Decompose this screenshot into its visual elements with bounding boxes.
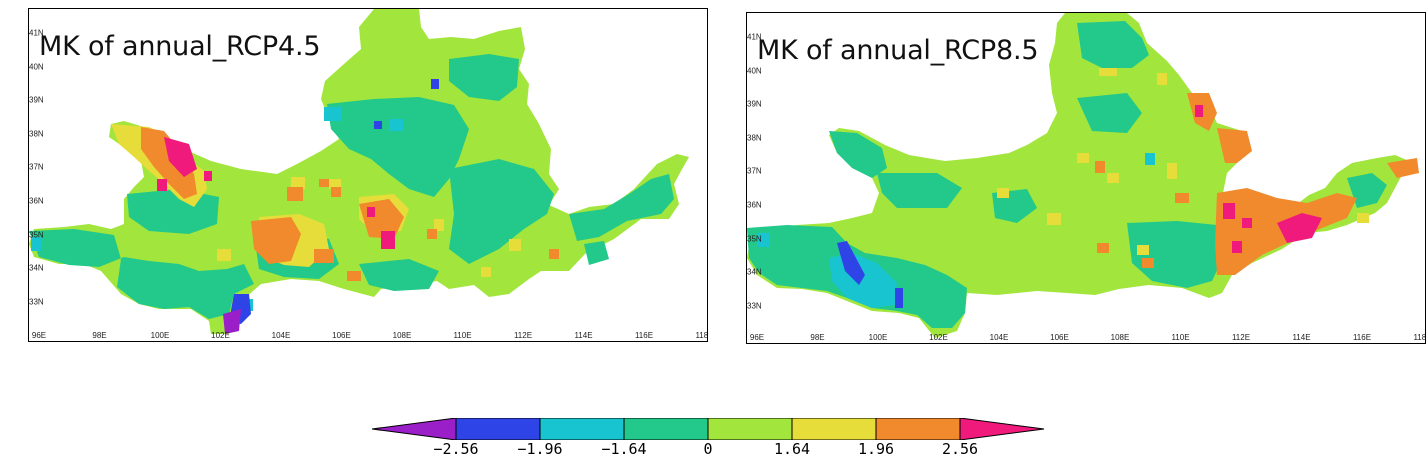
y-tick-label: 39N [747, 99, 762, 109]
x-tick-label: 118E [1413, 333, 1426, 342]
map-panel-rcp85: MK of annual_RCP8.5 96E 98E 100E 102E 104E 10… [746, 12, 1426, 344]
colorbar-label: 2.56 [941, 440, 979, 458]
colorbar-segment [707, 418, 793, 440]
colorbar-segment [539, 418, 625, 440]
basin-region [29, 9, 689, 334]
colorbar-segment [623, 418, 709, 440]
x-tick-label: 96E [31, 331, 47, 340]
trend-map-rcp85 [747, 13, 1419, 338]
y-tick-label: 34N [29, 263, 44, 273]
colorbar-segment [875, 418, 961, 440]
y-tick-label: 35N [747, 234, 762, 244]
cluster-magenta [157, 137, 395, 249]
colorbar-left-arrow [372, 418, 457, 440]
x-tick-label: 98E [810, 333, 825, 342]
y-tick-label: 40N [29, 62, 44, 72]
colorbar-label: −1.96 [517, 440, 563, 458]
x-tick-label: 118E [695, 331, 708, 340]
x-tick-label: 106E [332, 331, 351, 340]
y-tick-label: 36N [29, 196, 44, 206]
x-tick-label: 106E [1050, 333, 1069, 342]
x-tick-label: 100E [868, 333, 888, 342]
cluster-blue [837, 241, 903, 308]
cluster-purple [223, 309, 241, 334]
x-tick-label: 104E [989, 333, 1009, 342]
colorbar-right-arrow [959, 418, 1045, 440]
colorbar-label: −2.56 [433, 440, 479, 458]
x-tick-label: 104E [271, 331, 291, 340]
y-tick-label: 37N [29, 162, 44, 172]
y-tick-label: 39N [29, 95, 44, 105]
y-tick-label: 34N [747, 267, 762, 277]
x-tick-label: 110E [453, 331, 472, 340]
cluster-yellow [997, 68, 1369, 255]
x-tick-label: 116E [634, 331, 654, 340]
x-tick-label: 110E [1171, 333, 1190, 342]
colorbar [372, 418, 1045, 440]
x-tick-label: 114E [574, 331, 593, 340]
y-tick-label: 38N [29, 129, 44, 139]
y-tick-label: 36N [747, 200, 762, 210]
x-tick-label: 98E [92, 331, 107, 340]
x-tick-label: 112E [513, 331, 533, 340]
trend-map-rcp45 [29, 9, 689, 334]
cluster-orange [141, 127, 559, 281]
y-tick-label: 40N [747, 66, 762, 76]
y-tick-label: 33N [29, 297, 44, 307]
colorbar-segment [455, 418, 541, 440]
cluster-magenta [1195, 105, 1322, 253]
x-tick-label: 102E [929, 333, 948, 342]
x-tick-label: 108E [392, 331, 412, 340]
x-tick-label: 100E [150, 331, 170, 340]
colorbar-label: 0 [703, 440, 713, 458]
x-tick-label: 108E [1110, 333, 1130, 342]
y-tick-label: 37N [747, 166, 762, 176]
y-tick-label: 41N [747, 32, 762, 42]
colorbar-label: 1.96 [857, 440, 895, 458]
y-tick-label: 35N [29, 230, 44, 240]
panel-title: MK of annual_RCP8.5 [757, 35, 1039, 66]
colorbar-label: −1.64 [601, 440, 647, 458]
colorbar-label: 1.64 [773, 440, 811, 458]
y-tick-label: 38N [747, 133, 762, 143]
panel-title: MK of annual_RCP4.5 [39, 31, 321, 62]
x-tick-label: 96E [749, 333, 765, 342]
map-panel-rcp45: MK of annual_RCP4.5 96E 98E 100E 102E 104E 10… [28, 8, 708, 342]
y-tick-label: 33N [747, 301, 762, 311]
x-tick-label: 112E [1231, 333, 1251, 342]
cluster-cyan [31, 107, 403, 311]
x-tick-label: 114E [1292, 333, 1311, 342]
x-tick-label: 116E [1352, 333, 1372, 342]
colorbar-segment [791, 418, 877, 440]
y-tick-label: 41N [29, 28, 44, 38]
x-tick-label: 102E [211, 331, 230, 340]
